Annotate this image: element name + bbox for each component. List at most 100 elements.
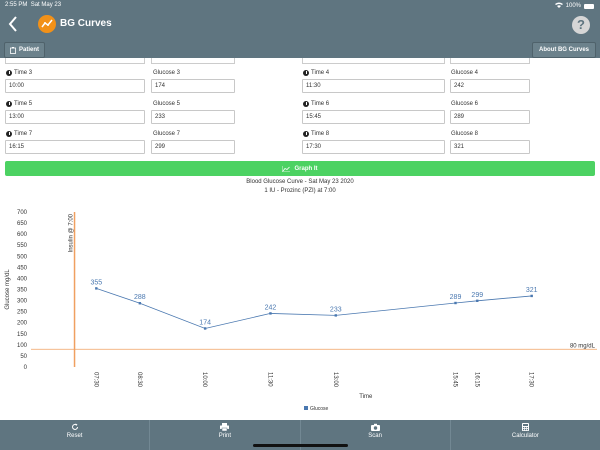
glucose-data-point [454, 301, 457, 305]
page-title: BG Curves [60, 18, 112, 29]
glucose-data-label: 288 [134, 294, 146, 301]
reset-tab[interactable]: Reset [0, 420, 151, 450]
status-time: 2:55 PM [5, 2, 28, 8]
time-6-input[interactable]: 15:45 [302, 110, 445, 124]
printer-icon [220, 423, 230, 431]
previous-glucose-field-edge [151, 58, 235, 64]
x-tick-label: 16:15 [473, 372, 479, 388]
glucose-8-label: Glucose 8 [451, 131, 479, 137]
time-8-input[interactable]: 17:30 [302, 140, 445, 154]
clock-icon [303, 70, 309, 76]
scan-tab[interactable]: Scan [301, 420, 451, 450]
print-tab[interactable]: Print [150, 420, 301, 450]
glucose-data-point [476, 299, 479, 302]
glucose-data-point [203, 327, 207, 330]
about-button[interactable]: About BG Curves [531, 42, 596, 58]
print-label: Print [218, 433, 232, 439]
home-indicator [253, 444, 348, 447]
glucose-4-input[interactable]: 242 [450, 79, 530, 93]
insulin-marker-label: Insulin @ 7:00 [69, 213, 75, 252]
target-glucose-label: 80 mg/dL [570, 343, 596, 349]
calculator-icon [521, 423, 529, 431]
wifi-icon [554, 2, 563, 10]
reset-label: Reset [66, 433, 83, 439]
x-tick-label: 08:30 [136, 372, 142, 388]
x-tick-label: 13:00 [332, 372, 338, 388]
glucose-data-label: 242 [265, 304, 277, 311]
chart-title: Blood Glucose Curve - Sat May 23 2020 [246, 179, 354, 185]
time-4-input[interactable]: 11:30 [302, 79, 445, 93]
main-content: Time 3 10:00 Glucose 3 174 Time 4 11:30 … [0, 58, 600, 420]
glucose-data-label: 321 [526, 287, 538, 294]
graph-it-label: Graph It [294, 165, 318, 172]
previous-time-field-edge [5, 58, 145, 64]
y-tick-label: 650 [17, 221, 28, 227]
y-tick-label: 500 [17, 254, 28, 260]
camera-icon [370, 423, 380, 431]
time-7-input[interactable]: 16:15 [5, 140, 145, 154]
chart-icon [282, 165, 291, 172]
legend-swatch [304, 406, 308, 410]
y-tick-label: 600 [17, 232, 28, 238]
graph-it-button[interactable]: Graph It [5, 161, 595, 176]
previous-glucose-field-edge-2 [450, 58, 530, 64]
clock-icon [6, 101, 12, 107]
x-tick-label: 17:30 [528, 372, 534, 388]
clock-icon [303, 131, 309, 137]
y-tick-label: 700 [17, 210, 28, 216]
patient-button[interactable]: Patient [4, 42, 46, 58]
clock-icon [303, 101, 309, 107]
back-button[interactable] [8, 16, 18, 35]
glucose-7-input[interactable]: 299 [151, 140, 235, 154]
x-tick-label: 07:30 [92, 372, 98, 388]
glucose-7-label: Glucose 7 [153, 131, 181, 137]
time-8-label: Time 8 [303, 131, 329, 137]
status-date: Sat May 23 [30, 2, 62, 8]
glucose-data-label: 174 [199, 319, 211, 326]
patient-icon [10, 46, 16, 54]
y-tick-label: 350 [17, 288, 28, 294]
scan-label: Scan [368, 433, 382, 439]
time-4-label: Time 4 [303, 70, 329, 76]
battery-icon [584, 3, 594, 9]
y-tick-label: 300 [17, 299, 28, 305]
battery-percent: 100% [565, 3, 581, 9]
glucose-series-line [96, 288, 532, 329]
glucose-data-label: 289 [450, 294, 462, 301]
time-6-label: Time 6 [303, 101, 329, 107]
status-right: 100% [554, 2, 594, 10]
glucose-data-label: 355 [90, 279, 102, 286]
glucose-4-label: Glucose 4 [451, 70, 479, 76]
x-tick-label: 11:30 [266, 372, 272, 387]
y-tick-label: 450 [17, 265, 28, 271]
glucose-3-input[interactable]: 174 [151, 79, 235, 93]
bg-curves-app-icon [38, 15, 56, 33]
clock-icon [6, 70, 12, 76]
time-7-label: Time 7 [6, 131, 32, 137]
calculator-label: Calculator [511, 433, 539, 439]
chart-subtitle: 1 IU - Prozinc (PZI) at 7:00 [264, 188, 336, 194]
legend-label: Glucose [310, 406, 329, 412]
patient-button-label: Patient [19, 47, 40, 53]
time-3-input[interactable]: 10:00 [5, 79, 145, 93]
y-tick-label: 50 [20, 354, 27, 360]
status-bar: 2:55 PM Sat May 23 100% [0, 0, 600, 10]
glucose-3-label: Glucose 3 [153, 70, 181, 76]
x-axis-label: Time [359, 394, 373, 400]
glucose-6-input[interactable]: 289 [450, 110, 530, 124]
previous-time-field-edge-2 [302, 58, 445, 64]
y-tick-label: 250 [17, 310, 28, 316]
refresh-icon [71, 423, 78, 430]
glucose-data-label: 299 [471, 292, 483, 299]
help-button[interactable]: ? [572, 16, 590, 34]
calculator-tab[interactable]: Calculator [451, 420, 600, 450]
time-5-input[interactable]: 13:00 [5, 110, 145, 124]
glucose-5-input[interactable]: 233 [151, 110, 235, 124]
glucose-data-point [269, 312, 272, 315]
x-tick-label: 10:00 [201, 372, 207, 388]
glucose-data-point [95, 287, 98, 290]
time-3-label: Time 3 [6, 70, 32, 76]
chevron-left-icon [8, 16, 17, 32]
glucose-8-input[interactable]: 321 [450, 140, 530, 154]
nav-bar: BG Curves ? [0, 10, 600, 42]
